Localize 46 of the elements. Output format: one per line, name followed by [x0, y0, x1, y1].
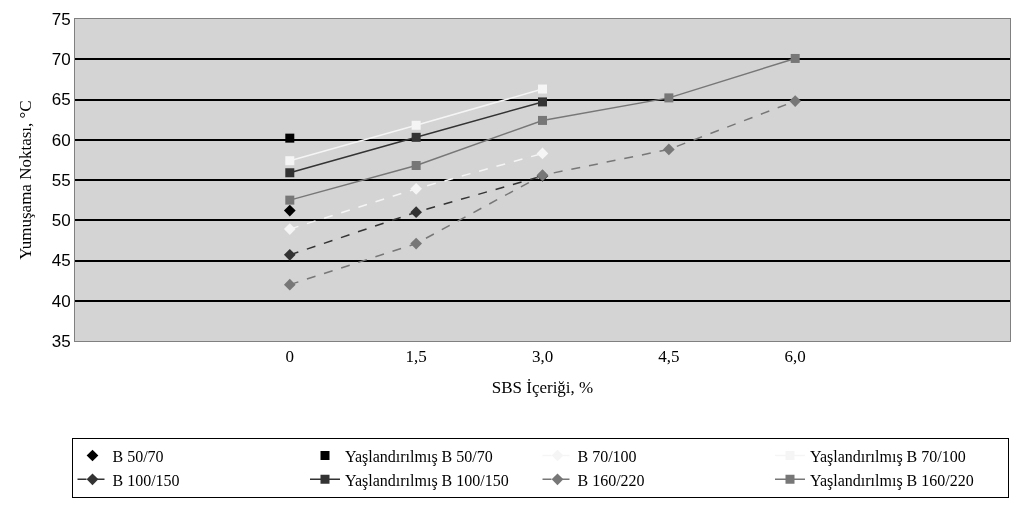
point	[285, 156, 295, 166]
point	[411, 132, 421, 142]
x-tick-label: 0	[285, 347, 295, 367]
x-tick-label: 1,5	[405, 347, 427, 367]
point	[285, 168, 295, 178]
point	[790, 53, 800, 63]
point	[538, 97, 547, 107]
point	[285, 195, 295, 205]
y-tick-label: 35	[51, 331, 71, 351]
legend-label: Yaşlandırılmış B 70/100	[810, 447, 966, 466]
y-tick-label: 60	[51, 130, 71, 150]
legend-label: Yaşlandırılmış B 160/220	[810, 471, 974, 490]
y-tick-label: 70	[51, 50, 71, 70]
point	[664, 93, 674, 103]
y-tick-label: 45	[51, 251, 71, 271]
y-axis-title: Yumuşama Noktası, °C	[16, 100, 36, 260]
legend-label: B 50/70	[112, 447, 164, 465]
point	[285, 133, 295, 143]
point	[283, 249, 296, 261]
point	[283, 278, 296, 291]
legend-label: Yaşlandırılmış B 100/150	[345, 471, 509, 490]
legend-label: B 100/150	[112, 471, 180, 489]
point	[789, 95, 802, 107]
legend-label: B 70/100	[577, 447, 637, 465]
legend-label: B 160/220	[577, 471, 645, 489]
point	[663, 143, 675, 156]
y-tick-label: 65	[51, 90, 71, 110]
point	[410, 237, 422, 250]
point	[410, 183, 422, 195]
point	[411, 120, 421, 130]
y-tick-label: 55	[51, 170, 71, 190]
y-tick-label: 40	[51, 291, 71, 311]
x-tick-label: 6,0	[784, 347, 806, 367]
point	[411, 161, 421, 171]
point	[538, 115, 547, 125]
x-tick-label: 3,0	[531, 347, 554, 367]
y-tick-label: 75	[51, 9, 71, 29]
point	[538, 84, 547, 94]
point	[536, 147, 549, 160]
point	[410, 206, 422, 219]
x-tick-label: 4,5	[658, 347, 680, 367]
x-axis-title: SBS İçeriği, %	[491, 377, 594, 397]
legend-label: Yaşlandırılmış B 50/70	[345, 447, 493, 466]
y-tick-label: 50	[51, 211, 71, 231]
point	[283, 204, 296, 217]
point	[283, 223, 296, 235]
